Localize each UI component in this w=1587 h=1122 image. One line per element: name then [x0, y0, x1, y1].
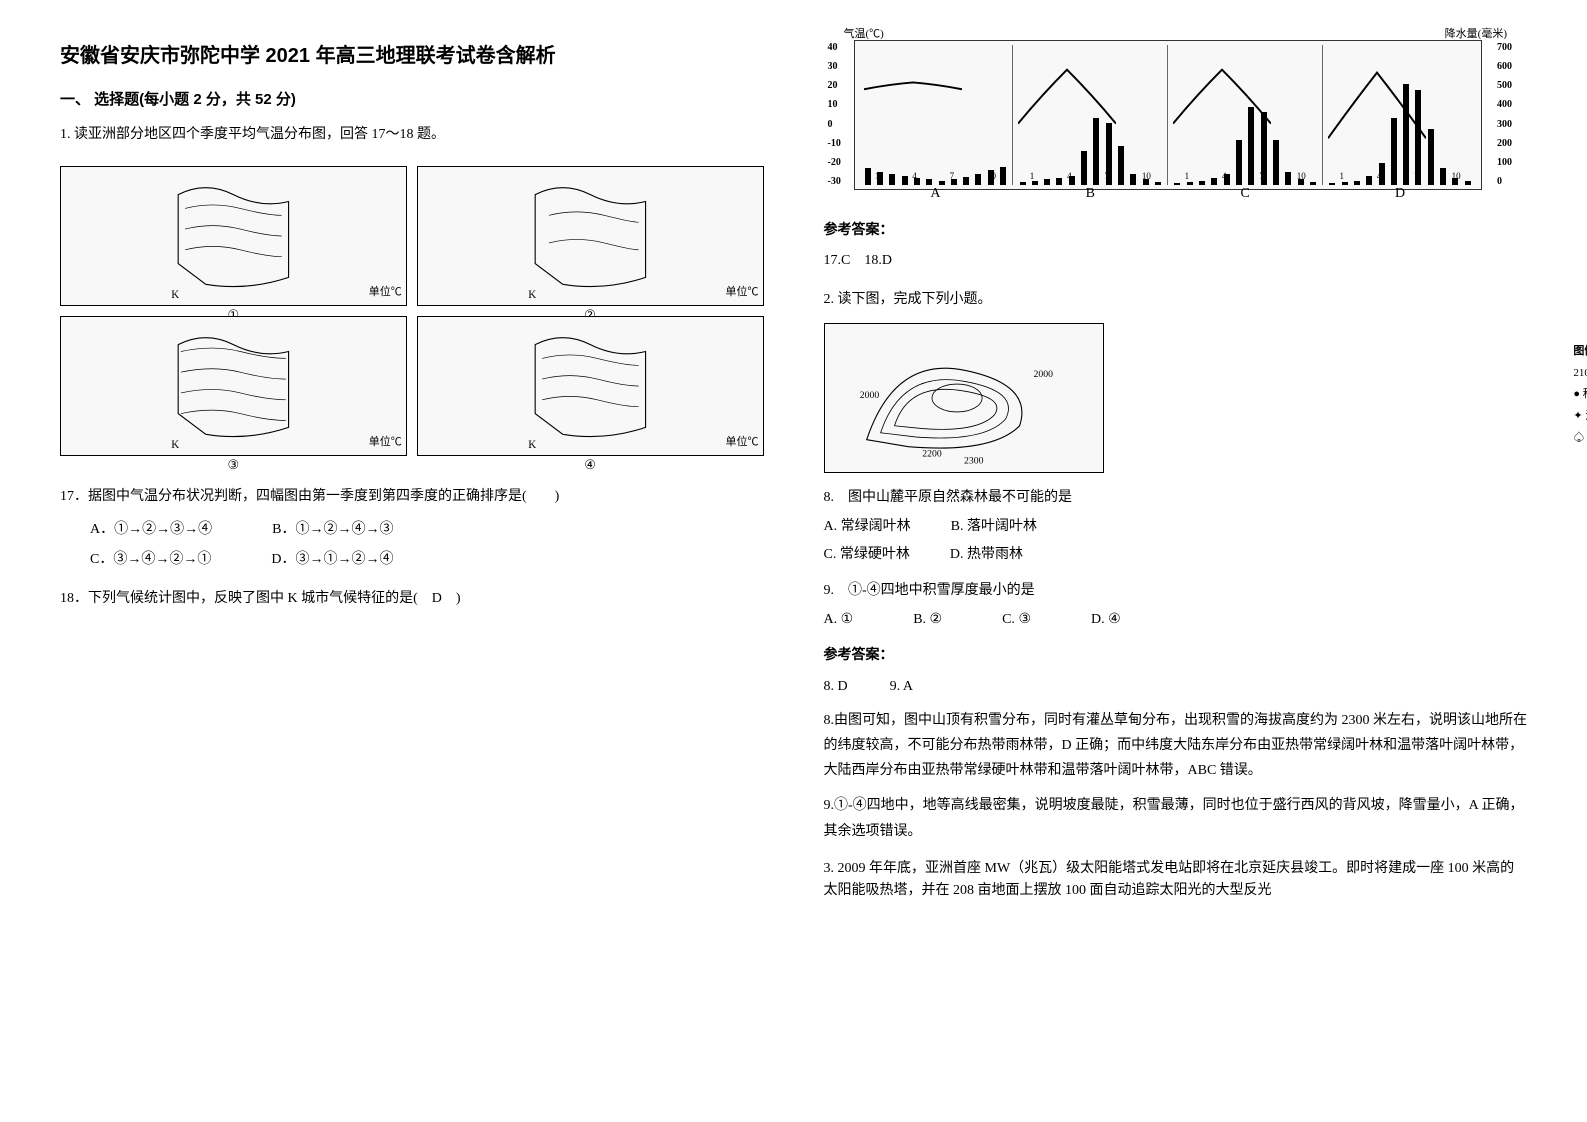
svg-text:K: K — [171, 439, 179, 451]
legend-shrub: ✦ 灌丛草甸 — [1573, 408, 1587, 426]
q8-opt-c: C. 常绿硬叶林 — [824, 544, 910, 566]
climate-panel-B: 14710B — [1013, 45, 1168, 185]
q17-opt-a: A．①→②→③→④ — [90, 519, 212, 541]
svg-text:K: K — [171, 289, 179, 301]
q17-opt-c: C．③→④→②→① — [90, 549, 211, 571]
climate-panel-D: 14710D — [1323, 45, 1477, 185]
q18-text: 18．下列气候统计图中，反映了图中 K 城市气候特征的是( D ) — [60, 588, 764, 610]
climate-panel-C: 14710C — [1168, 45, 1323, 185]
q9-opt-a: A. ① — [824, 609, 854, 631]
map-3-unit: 单位℃ — [369, 434, 402, 452]
map-4: K 单位℃ ④ — [417, 316, 764, 456]
topo-svg: 2000 2000 2200 2300 — [825, 324, 1103, 472]
answer1-text: 17.C 18.D — [824, 250, 1528, 272]
q17-options: A．①→②→③→④ B．①→②→④→③ C．③→④→②→① D．③→①→②→④ — [90, 519, 764, 572]
q9-opt-b: B. ② — [913, 609, 942, 631]
answer2-header: 参考答案： — [824, 645, 1528, 667]
legend-contour: 2100 等高线(m) — [1573, 365, 1587, 383]
topo-map: 2000 2000 2200 2300 — [824, 323, 1104, 473]
map-3-svg: K — [61, 317, 406, 455]
map-3: K 单位℃ ③ — [60, 316, 407, 456]
map-4-svg: K — [418, 317, 763, 455]
q8: 8. 图中山麓平原自然森林最不可能的是 A. 常绿阔叶林 B. 落叶阔叶林 C.… — [824, 487, 1528, 566]
q8-opt-a: A. 常绿阔叶林 — [824, 516, 911, 538]
svg-text:2000: 2000 — [859, 390, 879, 401]
map-1: K 单位℃ ① — [60, 166, 407, 306]
climate-charts: 14710A14710B14710C14710D — [854, 40, 1483, 190]
q8-opt-b: B. 落叶阔叶林 — [951, 516, 1037, 538]
q2-text: 2. 读下图，完成下列小题。 — [824, 289, 1528, 311]
map-4-label: ④ — [584, 455, 596, 476]
section-1-header: 一、 选择题(每小题 2 分，共 52 分) — [60, 88, 764, 112]
map-4-unit: 单位℃ — [726, 434, 759, 452]
q9: 9. ①-④四地中积雪厚度最小的是 A. ① B. ② C. ③ D. ④ — [824, 580, 1528, 631]
map-3-label: ③ — [228, 455, 240, 476]
climate-panel-label: D — [1395, 183, 1405, 205]
q1-text: 1. 读亚洲部分地区四个季度平均气温分布图，回答 17～18 题。 — [60, 124, 764, 146]
climate-panel-label: A — [930, 183, 940, 205]
q9-text: 9. ①-④四地中积雪厚度最小的是 — [824, 580, 1528, 602]
map-2: K 单位℃ ② — [417, 166, 764, 306]
q17: 17．据图中气温分布状况判断，四幅图由第一季度到第四季度的正确排序是( ) A．… — [60, 486, 764, 571]
topo-legend: 图例 2100 等高线(m) ● 积雪范围 ✦ 灌丛草甸 ♤ 自然森林 — [1573, 343, 1587, 451]
map-2-unit: 单位℃ — [726, 284, 759, 302]
season-maps-grid: K 单位℃ ① K 单位℃ ② — [60, 166, 764, 456]
q8-opt-d: D. 热带雨林 — [950, 544, 1023, 566]
svg-text:2000: 2000 — [1033, 369, 1053, 380]
answer2-line1: 8. D 9. A — [824, 676, 1528, 698]
svg-text:K: K — [528, 439, 536, 451]
map-1-svg: K — [61, 167, 406, 305]
legend-snow: ● 积雪范围 — [1573, 386, 1587, 404]
q18: 18．下列气候统计图中，反映了图中 K 城市气候特征的是( D ) — [60, 588, 764, 610]
q3-text: 3. 2009 年年底，亚洲首座 MW（兆瓦）级太阳能塔式发电站即将在北京延庆县… — [824, 858, 1528, 903]
q17-text: 17．据图中气温分布状况判断，四幅图由第一季度到第四季度的正确排序是( ) — [60, 486, 764, 508]
explanation-8: 8.由图可知，图中山顶有积雪分布，同时有灌丛草甸分布，出现积雪的海拔高度约为 2… — [824, 708, 1528, 784]
climate-panel-label: B — [1086, 183, 1095, 205]
y-left-label: 气温(℃) — [844, 26, 884, 44]
svg-text:K: K — [528, 289, 536, 301]
svg-text:2200: 2200 — [922, 449, 942, 460]
q9-opt-d: D. ④ — [1091, 609, 1121, 631]
legend-forest: ♤ 自然森林 — [1573, 430, 1587, 448]
q8-text: 8. 图中山麓平原自然森林最不可能的是 — [824, 487, 1528, 509]
exam-title: 安徽省安庆市弥陀中学 2021 年高三地理联考试卷含解析 — [60, 40, 764, 72]
answer1-header: 参考答案： — [824, 220, 1528, 242]
q9-opt-c: C. ③ — [1002, 609, 1031, 631]
explanation-9: 9.①-④四地中，地等高线最密集，说明坡度最陡，积雪最薄，同时也位于盛行西风的背… — [824, 793, 1528, 843]
q17-opt-b: B．①→②→④→③ — [272, 519, 393, 541]
legend-title: 图例 — [1573, 343, 1587, 361]
climate-panel-label: C — [1241, 183, 1250, 205]
map-2-svg: K — [418, 167, 763, 305]
q17-opt-d: D．③→①→②→④ — [271, 549, 393, 571]
climate-panel-A: 14710A — [859, 45, 1014, 185]
map-1-unit: 单位℃ — [369, 284, 402, 302]
svg-text:2300: 2300 — [964, 456, 984, 467]
